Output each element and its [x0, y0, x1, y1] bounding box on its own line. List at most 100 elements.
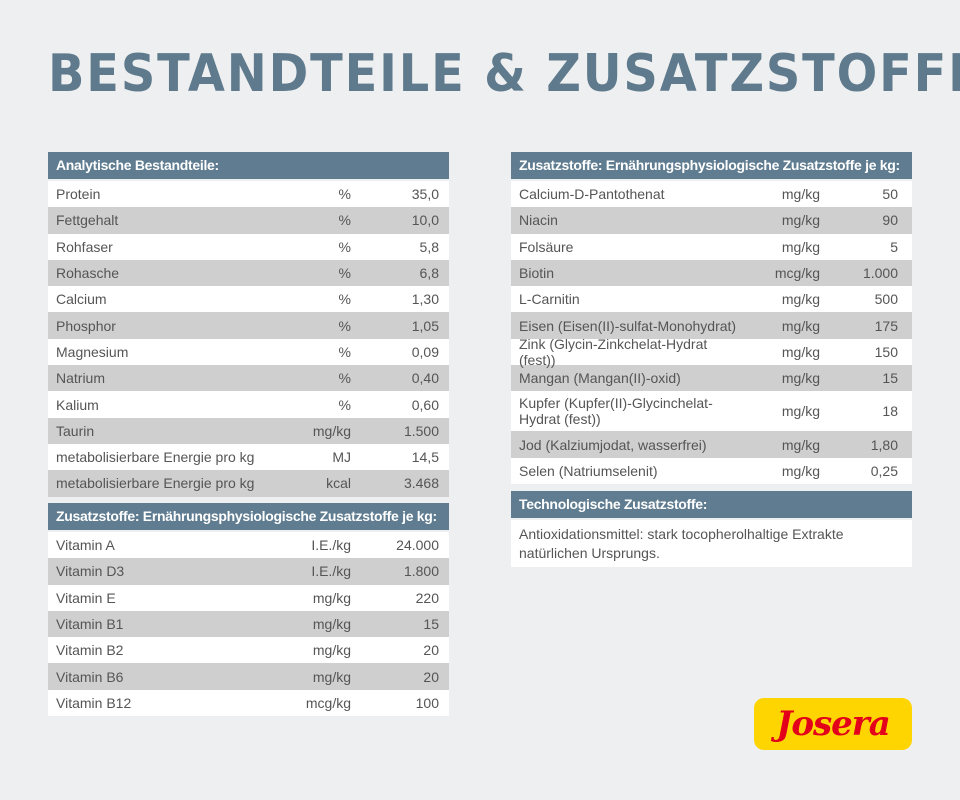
- row-value: 175: [874, 317, 898, 334]
- row-value: 10,0: [411, 212, 439, 229]
- table-row: Vitamin A I.E./kg 24.000: [48, 532, 449, 559]
- row-name: Niacin: [519, 212, 558, 229]
- vitamins-table: Zusatzstoffe: Ernährungsphysiologische Z…: [48, 503, 449, 717]
- row-value: 24.000: [396, 537, 439, 554]
- vitamins-header: Zusatzstoffe: Ernährungsphysiologische Z…: [48, 503, 449, 530]
- row-name: Biotin: [519, 265, 555, 282]
- row-unit: mg/kg: [781, 462, 820, 479]
- row-value: 0,25: [870, 462, 898, 479]
- row-value: 5,8: [419, 238, 439, 255]
- row-unit: mg/kg: [312, 668, 351, 685]
- row-name: Eisen (Eisen(II)-sulfat-Monohydrat): [519, 317, 737, 334]
- row-name: Vitamin B1: [56, 616, 124, 633]
- row-value: 220: [415, 589, 439, 606]
- row-unit: %: [338, 265, 351, 282]
- row-name: Zink (Glycin-Zinkchelat-Hydrat (fest)): [519, 335, 708, 368]
- table-row: Vitamin B1 mg/kg 15: [48, 610, 449, 638]
- row-value: 1.500: [403, 422, 439, 439]
- table-row: Phosphor% 1,05: [48, 312, 449, 339]
- row-unit: %: [338, 186, 351, 203]
- row-value: 20: [423, 642, 439, 659]
- row-name: Selen (Natriumselenit): [519, 462, 658, 479]
- row-name: Vitamin E: [56, 589, 116, 606]
- row-name: Vitamin B6: [56, 668, 124, 685]
- row-unit: %: [338, 238, 351, 255]
- table-row: Vitamin D3 I.E./kg 1.800: [48, 558, 449, 585]
- row-unit: mg/kg: [312, 589, 351, 606]
- row-name: Kalium: [56, 396, 99, 413]
- analytic-table: Analytische Bestandteile: Protein% 35,0 Fe…: [48, 152, 449, 497]
- row-name: Vitamin B12: [56, 694, 132, 711]
- row-value: 1,05: [411, 317, 439, 334]
- row-unit: I.E./kg: [311, 537, 351, 554]
- row-unit: mg/kg: [781, 291, 820, 308]
- row-value: 90: [882, 212, 898, 229]
- table-row: Kalium% 0,60: [48, 391, 449, 418]
- row-unit: mg/kg: [781, 212, 820, 229]
- row-value: 15: [423, 616, 439, 633]
- row-name: metabolisierbare Energie pro kg: [56, 449, 255, 466]
- table-row: metabolisierbare Energie pro kg MJ 14,5: [48, 443, 449, 471]
- table-row: Selen (Natriumselenit) mg/kg 0,25: [511, 457, 912, 484]
- table-row: Protein% 35,0: [48, 181, 449, 208]
- row-value: 0,40: [411, 370, 439, 387]
- table-row: Taurin mg/kg 1.500: [48, 417, 449, 444]
- row-value: 5: [890, 238, 898, 255]
- table-row: Natrium% 0,40: [48, 365, 449, 392]
- table-row: Mangan (Mangan(II)-oxid) mg/kg 15: [511, 365, 912, 392]
- row-name: Vitamin D3: [56, 563, 125, 580]
- row-unit: %: [338, 212, 351, 229]
- row-unit: mcg/kg: [774, 265, 820, 282]
- row-name: Rohasche: [56, 265, 120, 282]
- row-name: Vitamin A: [56, 537, 115, 554]
- row-value: 1,30: [411, 291, 439, 308]
- row-name: Vitamin B2: [56, 642, 124, 659]
- technological-table: Technologische Zusatzstoffe: Antioxidati…: [511, 491, 912, 567]
- row-name: Rohfaser: [56, 238, 113, 255]
- row-name: L-Carnitin: [519, 291, 580, 308]
- josera-logo: Josera: [754, 698, 912, 750]
- table-row: Vitamin E mg/kg 220: [48, 584, 449, 611]
- row-unit: mg/kg: [312, 616, 351, 633]
- row-unit: mg/kg: [781, 186, 820, 203]
- table-row: Vitamin B12 mcg/kg 100: [48, 689, 449, 717]
- additives-table: Zusatzstoffe: Ernährungsphysiologische Z…: [511, 152, 912, 484]
- row-value: 18: [882, 403, 898, 420]
- row-name: Mangan (Mangan(II)-oxid): [519, 370, 681, 387]
- row-unit: mg/kg: [781, 370, 820, 387]
- table-row: Rohasche% 6,8: [48, 259, 449, 287]
- table-row: Kupfer (Kupfer(II)-Glycinchelat-Hydrat (…: [511, 391, 912, 432]
- row-value: 6,8: [419, 265, 439, 282]
- row-value: 15: [882, 370, 898, 387]
- row-unit: mg/kg: [781, 436, 820, 453]
- row-unit: kcal: [326, 475, 351, 492]
- row-value: 500: [874, 291, 898, 308]
- row-name: Taurin: [56, 422, 95, 439]
- row-name: Phosphor: [56, 317, 116, 334]
- technological-text: Antioxidationsmittel: stark tocopherolha…: [511, 520, 912, 567]
- row-name: Jod (Kalziumjodat, wasserfrei): [519, 436, 707, 453]
- row-name: Calcium: [56, 291, 107, 308]
- table-row: Folsäure mg/kg 5: [511, 233, 912, 260]
- row-unit: mg/kg: [312, 642, 351, 659]
- row-value: 150: [874, 343, 898, 360]
- row-unit: MJ: [332, 449, 351, 466]
- row-unit: I.E./kg: [311, 563, 351, 580]
- table-row: Jod (Kalziumjodat, wasserfrei) mg/kg 1,80: [511, 431, 912, 458]
- row-value: 0,60: [411, 396, 439, 413]
- row-name: Protein: [56, 186, 101, 203]
- row-name: Kupfer (Kupfer(II)-Glycinchelat-Hydrat (…: [519, 395, 713, 428]
- table-row: Niacin mg/kg 90: [511, 207, 912, 234]
- row-unit: %: [338, 370, 351, 387]
- row-value: 0,09: [411, 343, 439, 360]
- row-name: Folsäure: [519, 238, 574, 255]
- table-row: metabolisierbare Energie pro kg kcal 3.468: [48, 470, 449, 497]
- row-unit: mg/kg: [781, 403, 820, 420]
- row-unit: mg/kg: [781, 238, 820, 255]
- table-row: Biotin mcg/kg 1.000: [511, 259, 912, 287]
- row-value: 20: [423, 668, 439, 685]
- row-value: 100: [415, 694, 439, 711]
- table-row: Rohfaser% 5,8: [48, 233, 449, 260]
- row-unit: mg/kg: [312, 422, 351, 439]
- row-unit: %: [338, 317, 351, 334]
